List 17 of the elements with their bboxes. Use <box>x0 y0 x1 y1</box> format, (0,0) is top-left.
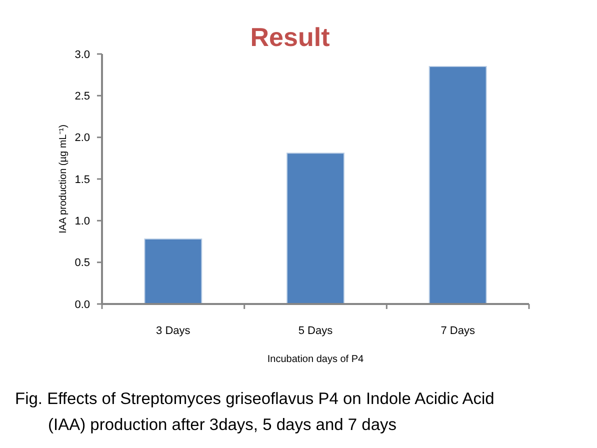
x-tick-label: 5 Days <box>298 325 334 337</box>
y-tick-label: 0.0 <box>74 298 90 311</box>
y-tick-label: 1.5 <box>74 174 90 186</box>
bar <box>286 152 344 304</box>
y-tick-label: 3.0 <box>74 48 90 61</box>
y-tick-label: 0.5 <box>74 257 90 270</box>
x-tick-label: 7 Days <box>440 325 476 337</box>
y-tick-label: 1.0 <box>74 216 90 228</box>
y-tick-label: 2.0 <box>74 132 90 144</box>
bar <box>144 238 202 304</box>
y-tick-label: 2.5 <box>74 90 90 103</box>
y-axis-title: IAA production (µg mL⁻¹) <box>58 124 69 234</box>
x-axis-title: Incubation days of P4 <box>267 354 364 365</box>
bar <box>428 66 487 304</box>
x-tick-label: 3 Days <box>156 325 191 337</box>
chart-title: Result <box>250 22 330 52</box>
text: Fig. Effects of Streptomyces griseoflavus P4 on Indole Acidic Acid (IAA) production after 3days, 5 days and 7 days <box>15 390 494 434</box>
